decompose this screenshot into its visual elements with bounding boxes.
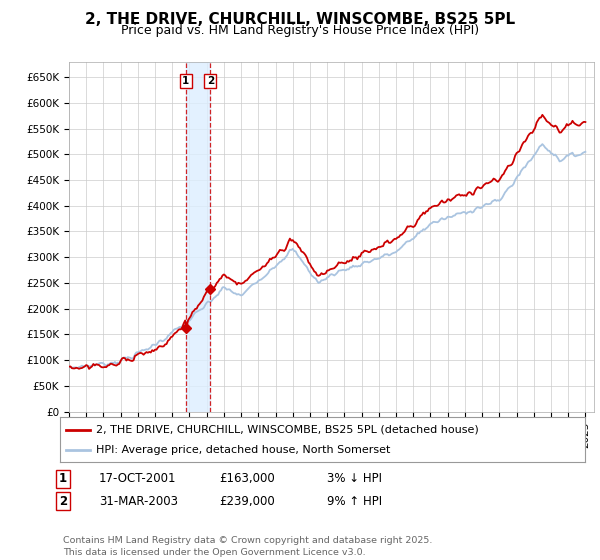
Text: Contains HM Land Registry data © Crown copyright and database right 2025.
This d: Contains HM Land Registry data © Crown c…: [63, 536, 433, 557]
Text: 1: 1: [59, 472, 67, 486]
Text: 2: 2: [206, 76, 214, 86]
Text: 2, THE DRIVE, CHURCHILL, WINSCOMBE, BS25 5PL: 2, THE DRIVE, CHURCHILL, WINSCOMBE, BS25…: [85, 12, 515, 27]
Text: 3% ↓ HPI: 3% ↓ HPI: [327, 472, 382, 486]
Bar: [186, 62, 210, 412]
Text: 9% ↑ HPI: 9% ↑ HPI: [327, 494, 382, 508]
Text: 2, THE DRIVE, CHURCHILL, WINSCOMBE, BS25 5PL (detached house): 2, THE DRIVE, CHURCHILL, WINSCOMBE, BS25…: [96, 424, 478, 435]
Text: Price paid vs. HM Land Registry's House Price Index (HPI): Price paid vs. HM Land Registry's House …: [121, 24, 479, 37]
Text: 2: 2: [59, 494, 67, 508]
Text: 1: 1: [182, 76, 190, 86]
Text: HPI: Average price, detached house, North Somerset: HPI: Average price, detached house, Nort…: [96, 445, 390, 455]
Text: £163,000: £163,000: [219, 472, 275, 486]
Text: £239,000: £239,000: [219, 494, 275, 508]
Text: 31-MAR-2003: 31-MAR-2003: [99, 494, 178, 508]
Text: 17-OCT-2001: 17-OCT-2001: [99, 472, 176, 486]
